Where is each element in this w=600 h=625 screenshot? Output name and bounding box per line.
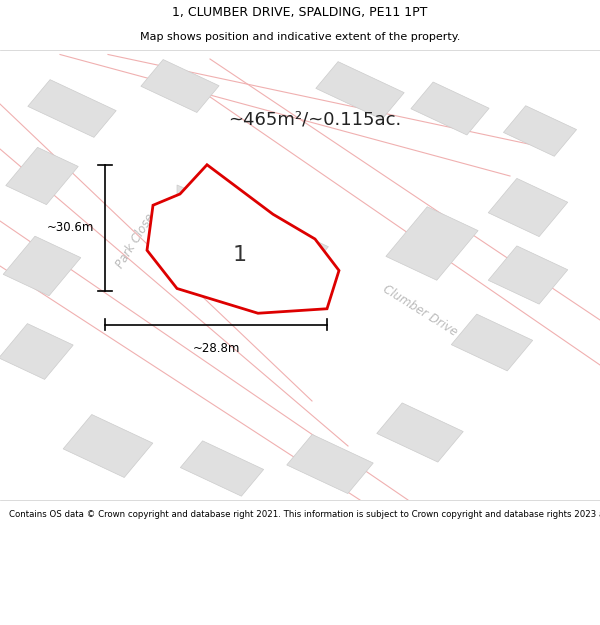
Polygon shape: [451, 314, 533, 371]
Text: ~28.8m: ~28.8m: [193, 342, 239, 356]
Polygon shape: [503, 106, 577, 156]
Polygon shape: [141, 59, 219, 112]
Polygon shape: [0, 324, 73, 379]
Polygon shape: [6, 148, 78, 204]
Polygon shape: [287, 434, 373, 494]
Polygon shape: [177, 185, 300, 284]
Polygon shape: [377, 403, 463, 462]
Text: 1, CLUMBER DRIVE, SPALDING, PE11 1PT: 1, CLUMBER DRIVE, SPALDING, PE11 1PT: [172, 6, 428, 19]
Text: Clumber Drive: Clumber Drive: [380, 283, 460, 339]
Text: Map shows position and indicative extent of the property.: Map shows position and indicative extent…: [140, 32, 460, 43]
Polygon shape: [147, 165, 339, 313]
Text: ~30.6m: ~30.6m: [47, 221, 94, 234]
Polygon shape: [386, 207, 478, 280]
Polygon shape: [28, 79, 116, 138]
Polygon shape: [63, 414, 153, 478]
Text: Contains OS data © Crown copyright and database right 2021. This information is : Contains OS data © Crown copyright and d…: [9, 510, 600, 519]
Polygon shape: [248, 225, 328, 289]
Polygon shape: [411, 82, 489, 135]
Polygon shape: [316, 62, 404, 119]
Polygon shape: [488, 246, 568, 304]
Text: ~465m²/~0.115ac.: ~465m²/~0.115ac.: [228, 111, 401, 129]
Text: 1: 1: [233, 245, 247, 265]
Polygon shape: [488, 178, 568, 237]
Polygon shape: [3, 236, 81, 296]
Text: Park Close: Park Close: [113, 212, 157, 271]
Polygon shape: [181, 441, 263, 496]
